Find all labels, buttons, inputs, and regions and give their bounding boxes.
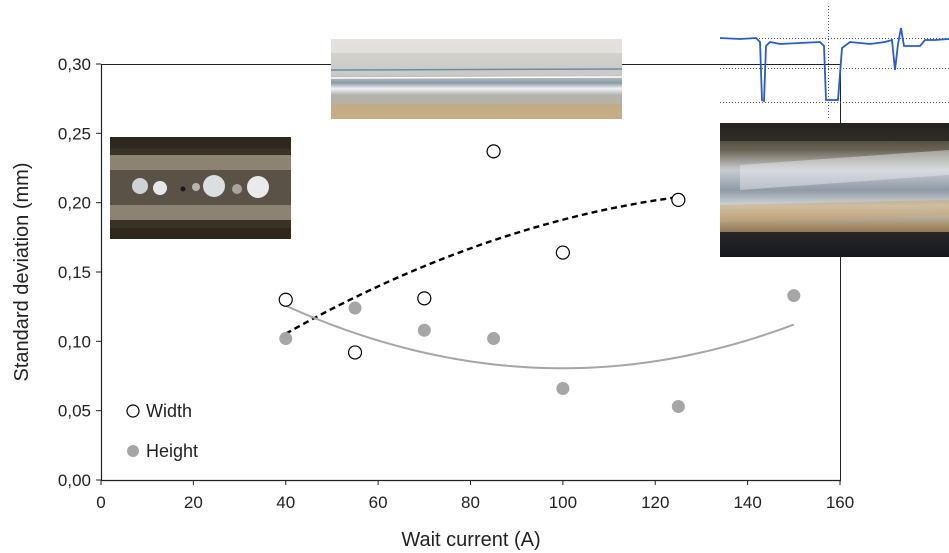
legend-label-height: Height — [146, 441, 198, 461]
data-point-width — [278, 292, 293, 307]
x-axis-ticks: 0 20 40 60 80 100 120 140 160 — [96, 480, 854, 512]
x-tick-label: 160 — [826, 493, 854, 512]
y-tick-label: 0,00 — [58, 471, 91, 490]
data-point-width — [486, 144, 501, 159]
legend: Width Height — [126, 401, 198, 461]
legend-marker-width — [126, 404, 140, 418]
data-point-width — [417, 291, 432, 306]
y-axis-title: Standard deviation (mm) — [11, 163, 33, 382]
data-point-height — [417, 323, 431, 337]
x-tick-label: 100 — [549, 493, 577, 512]
inset-profile-signal — [719, 6, 949, 118]
y-axis-ticks: 0,00 0,05 0,10 0,15 0,20 0,25 0,30 — [58, 55, 101, 490]
data-point-height — [348, 301, 362, 315]
x-tick-label: 140 — [733, 493, 761, 512]
data-point-width — [555, 245, 570, 260]
trendline-width — [285, 195, 679, 335]
inset-photo-wide-weld — [720, 123, 949, 257]
x-tick-label: 0 — [96, 493, 105, 512]
y-tick-label: 0,15 — [58, 263, 91, 282]
data-point-height — [556, 381, 570, 395]
y-tick-label: 0,20 — [58, 194, 91, 213]
x-tick-label: 80 — [461, 493, 480, 512]
x-tick-label: 60 — [369, 493, 388, 512]
trendline-height — [285, 304, 795, 370]
data-point-width — [671, 192, 686, 207]
data-points — [278, 144, 801, 414]
x-tick-label: 40 — [276, 493, 295, 512]
x-axis-title: Wait current (A) — [401, 529, 540, 551]
data-point-width — [347, 345, 363, 360]
x-tick-label: 120 — [641, 493, 669, 512]
data-point-height — [279, 332, 293, 346]
inset-photo-beaded-weld — [110, 137, 291, 239]
y-tick-label: 0,05 — [58, 402, 91, 421]
y-tick-label: 0,30 — [58, 55, 91, 74]
data-point-height — [487, 332, 501, 346]
x-tick-label: 20 — [184, 493, 203, 512]
y-tick-label: 0,10 — [58, 332, 91, 351]
trendlines — [285, 195, 795, 370]
legend-marker-height — [127, 445, 139, 457]
legend-label-width: Width — [146, 401, 192, 421]
data-point-height — [671, 400, 685, 414]
data-point-height — [787, 289, 801, 303]
y-tick-label: 0,25 — [58, 124, 91, 143]
inset-photo-smooth-weld — [330, 39, 623, 119]
